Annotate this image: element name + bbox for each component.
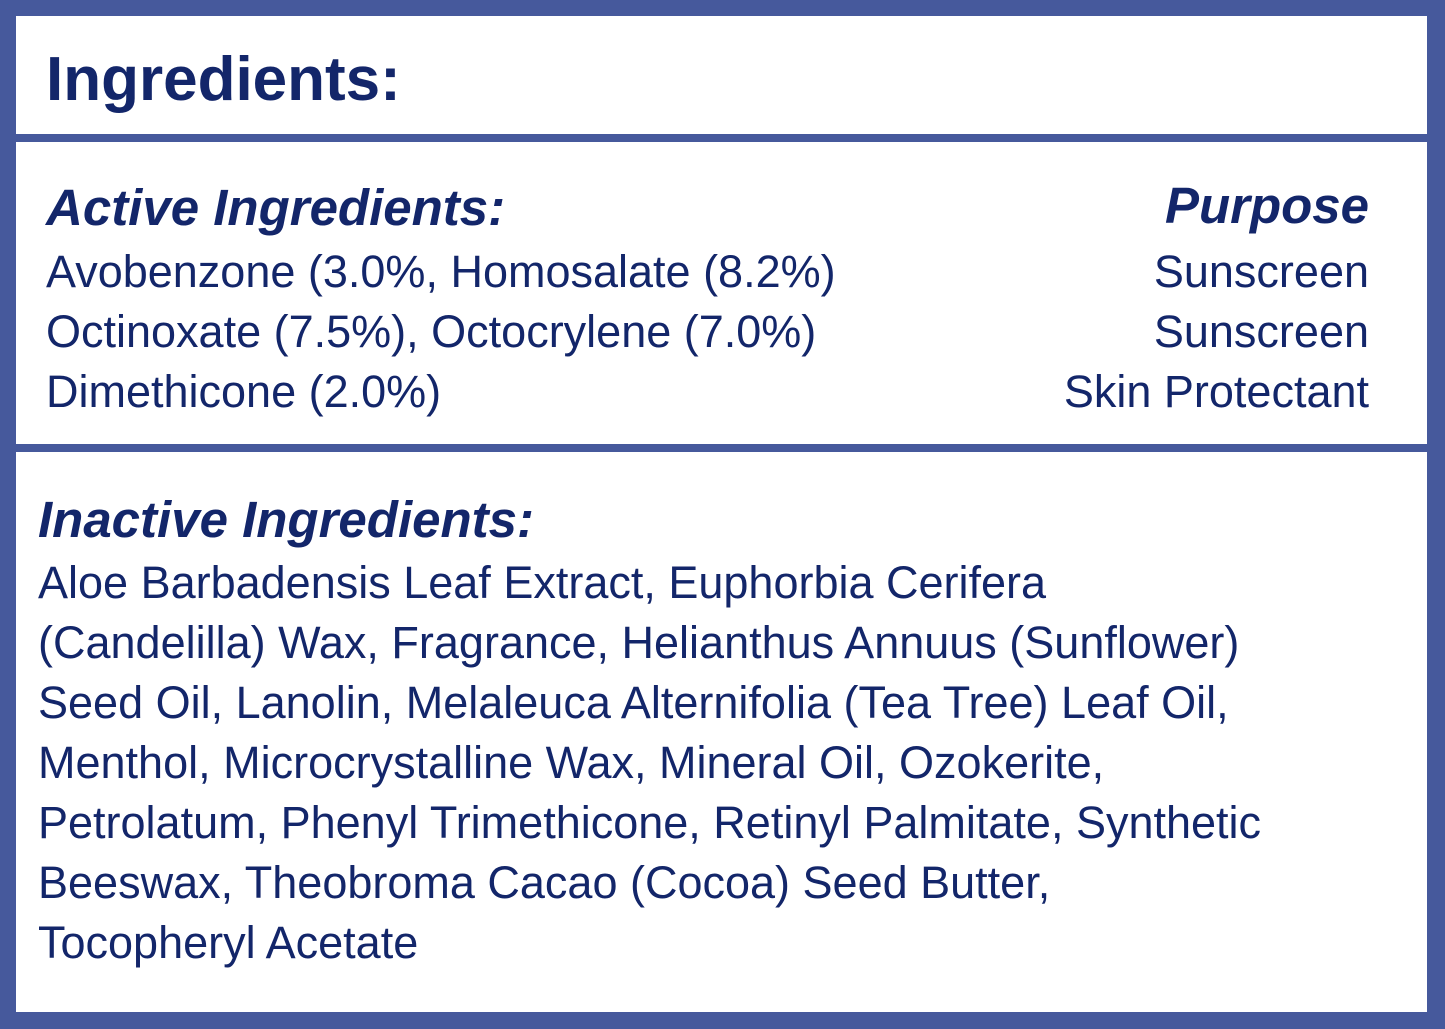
active-row: Dimethicone (2.0%) Skin Protectant <box>46 362 1369 422</box>
active-row: Octinoxate (7.5%), Octocrylene (7.0%) Su… <box>46 302 1369 362</box>
purpose: Sunscreen <box>1153 306 1369 357</box>
inactive-ingredients-line: Seed Oil, Lanolin, Melaleuca Alternifoli… <box>38 677 1229 728</box>
page-title: Ingredients: <box>46 45 401 114</box>
active-ingredient: Avobenzone (3.0%, Homosalate (8.2%) <box>46 246 836 297</box>
inactive-ingredients-line: Aloe Barbadensis Leaf Extract, Euphorbia… <box>38 557 1047 608</box>
inactive-ingredients-line: (Candelilla) Wax, Fragrance, Helianthus … <box>38 617 1240 668</box>
purpose-heading: Purpose <box>1164 177 1369 234</box>
purpose: Sunscreen <box>1153 246 1369 297</box>
active-row: Avobenzone (3.0%, Homosalate (8.2%) Suns… <box>46 242 1369 302</box>
active-ingredient: Dimethicone (2.0%) <box>46 366 442 417</box>
inactive-ingredients-line: Petrolatum, Phenyl Trimethicone, Retinyl… <box>38 797 1262 848</box>
inactive-ingredients-line: Tocopheryl Acetate <box>38 917 419 968</box>
divider <box>16 134 1427 142</box>
inactive-ingredients-line: Menthol, Microcrystalline Wax, Mineral O… <box>38 737 1105 788</box>
active-ingredients-heading: Active Ingredients: <box>46 179 506 236</box>
active-ingredient: Octinoxate (7.5%), Octocrylene (7.0%) <box>46 306 817 357</box>
inactive-ingredients-heading: Inactive Ingredients: <box>38 491 534 548</box>
divider <box>16 444 1427 452</box>
purpose: Skin Protectant <box>1063 366 1369 417</box>
inactive-ingredients-line: Beeswax, Theobroma Cacao (Cocoa) Seed Bu… <box>38 857 1051 908</box>
